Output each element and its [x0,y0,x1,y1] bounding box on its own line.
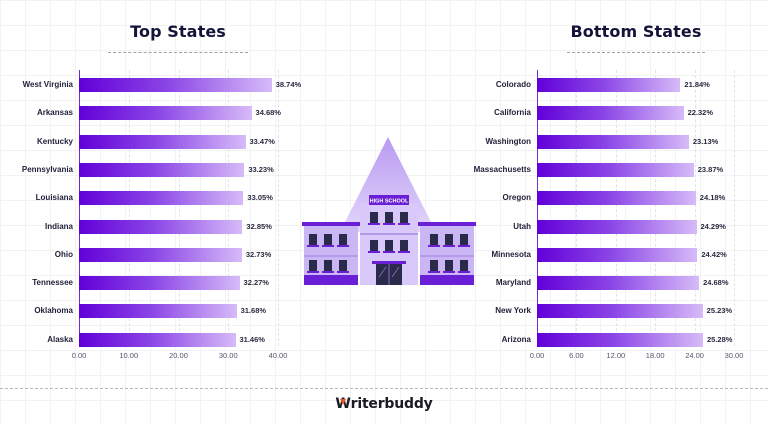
state-label: Utah [513,221,531,231]
writerbuddy-logo: Writerbuddy [0,396,768,412]
x-tick-label: 30.00 [724,351,744,360]
top-states-title: Top States [130,22,226,41]
x-tick-label: 10.00 [119,351,139,360]
bar [79,247,242,262]
state-label: Louisiana [35,193,73,203]
bar-value-label: 31.46% [239,334,265,344]
x-tick-label: 6.00 [569,351,584,360]
top-states-title-rule [108,52,248,53]
x-tick-label: 0.00 [71,351,87,360]
bottom-states-title-rule [567,52,705,53]
bar [79,304,237,319]
state-label: Pennsylvania [21,164,73,174]
gridline [615,70,617,346]
state-label: Minnesota [491,249,531,259]
bar-value-label: 33.47% [249,136,275,146]
gridline [128,70,130,346]
bar-value-label: 25.23% [706,306,733,316]
bar [79,332,236,347]
bottom-states-title: Bottom States [570,22,702,41]
state-label: Arkansas [36,108,73,118]
bar-value-label: 31.68% [240,306,267,316]
svg-text:HIGH SCHOOL: HIGH SCHOOL [370,199,409,205]
bar-value-label: 23.13% [692,136,719,146]
state-label: Ohio [54,249,73,259]
state-label: Oklahoma [34,306,73,316]
gridline [694,70,696,346]
state-label: Oregon [502,193,531,203]
bar [537,332,703,347]
state-label: New York [495,306,531,316]
y-axis-line [537,70,538,346]
state-label: Colorado [495,80,531,89]
bar-value-label: 32.85% [246,221,272,231]
x-tick-label: 0.00 [529,351,545,360]
bar-value-label: 22.32% [687,108,713,118]
footer-divider [0,388,768,389]
bar-value-label: 25.28% [707,334,733,344]
state-label: Washington [485,136,531,146]
bar-value-label: 23.87% [697,164,724,174]
bar [537,304,703,319]
state-label: Kentucky [36,136,73,146]
bar-value-label: 24.29% [700,221,726,231]
bar [537,276,700,291]
x-tick-label: 18.00 [645,351,665,360]
y-axis-line [79,70,80,346]
state-label: West Virginia [22,80,73,89]
bar [537,162,694,177]
gridline [734,70,735,346]
bar [537,247,698,262]
bar-value-label: 33.05% [247,193,273,203]
bar [79,134,246,149]
bar-value-label: 38.74% [275,80,302,89]
bar-value-label: 32.73% [245,249,272,259]
state-label: California [494,108,531,118]
state-label: Alaska [47,334,73,344]
x-tick-label: 12.00 [606,351,626,360]
x-tick-label: 20.00 [169,351,188,360]
gridline [576,70,578,346]
gridline [178,70,180,346]
school-building-icon: HIGH SCHOOL [300,137,476,289]
state-label: Massachusetts [473,164,531,174]
bar-value-label: 24.68% [703,278,729,288]
state-label: Indiana [44,221,73,231]
bar-value-label: 24.18% [699,193,726,203]
bar [79,276,240,291]
bar [79,106,252,121]
bar [79,78,272,92]
gridline [228,70,230,346]
bar [537,78,681,92]
bar-value-label: 24.42% [701,249,727,259]
bottom-states-chart: 0.00 6.00 12.00 18.00 24.00 30.00 Colorado 21.8… [474,70,743,360]
bar-value-label: 21.84% [684,80,710,89]
bar [79,219,243,234]
bar [537,191,696,206]
gridline [278,70,279,346]
state-label: Tennessee [32,278,73,288]
bar [537,134,689,149]
bar [537,106,684,121]
bar [537,219,697,234]
gridline [655,70,657,346]
x-tick-label: 24.00 [685,351,704,360]
bar [79,162,245,177]
brand-initial: W [335,396,351,412]
bar [79,191,244,206]
x-tick-label: 30.00 [218,351,238,360]
bar-value-label: 32.27% [243,278,269,288]
top-states-chart: 0.00 10.00 20.00 30.00 40.00 West Virginia 38.… [22,70,301,360]
state-label: Maryland [495,278,531,288]
state-label: Arizona [501,334,531,344]
brand-name: riterbuddy [350,396,433,412]
bar-value-label: 33.23% [248,164,274,174]
bar-value-label: 34.68% [255,108,281,118]
x-tick-label: 40.00 [268,351,288,360]
